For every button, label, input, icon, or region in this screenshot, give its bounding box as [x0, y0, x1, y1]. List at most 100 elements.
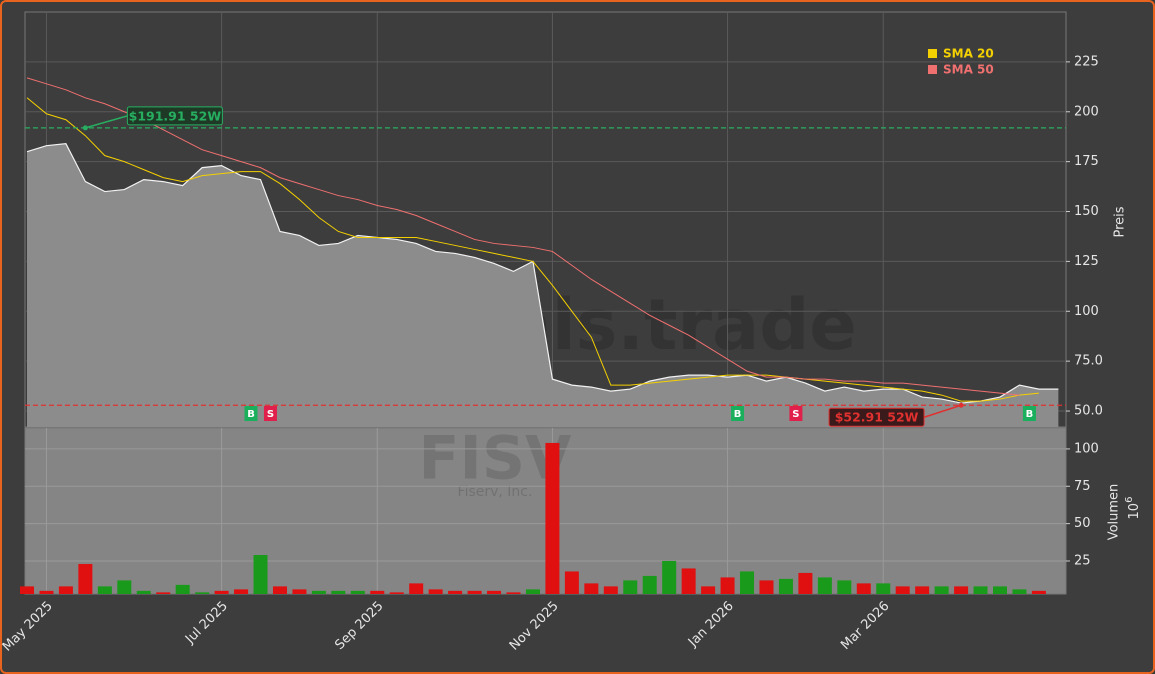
- volume-bar: [487, 590, 502, 594]
- volume-bar: [662, 560, 677, 594]
- volume-bar: [837, 580, 852, 594]
- volume-bar: [1031, 590, 1046, 594]
- volume-bar: [973, 586, 988, 594]
- x-tick-label: Mar 2026: [838, 599, 892, 653]
- volume-bar: [681, 568, 696, 594]
- volume-bar: [740, 571, 755, 594]
- y-tick-label: 75: [1074, 479, 1091, 494]
- volume-bar: [350, 590, 365, 594]
- legend-swatch: [928, 65, 937, 74]
- y-tick-label: 50.0: [1074, 404, 1103, 419]
- volume-bar: [78, 563, 93, 594]
- y-tick-label: 225: [1074, 54, 1099, 69]
- volume-bar: [798, 572, 813, 594]
- volume-bar: [253, 555, 268, 594]
- volume-bar: [234, 589, 249, 594]
- volume-bar: [603, 586, 618, 594]
- volume-bar: [759, 580, 774, 594]
- x-tick-label: Nov 2025: [507, 599, 562, 654]
- volume-bar: [292, 589, 307, 594]
- signal-box: [731, 406, 745, 421]
- signal-label: S: [792, 409, 799, 420]
- volume-bar: [331, 590, 346, 594]
- y-tick-label: 150: [1074, 204, 1099, 219]
- signal-label: B: [1026, 409, 1034, 420]
- volume-bar: [954, 586, 969, 594]
- volume-bar: [370, 590, 385, 594]
- signal-box: [1022, 406, 1036, 421]
- annotation-box: [828, 407, 925, 427]
- volume-bar: [195, 592, 210, 594]
- watermark-company: Fiserv, Inc.: [458, 484, 533, 500]
- annotation-box: [126, 106, 223, 126]
- y-axis-unit: 106: [1124, 497, 1142, 520]
- volume-bar: [20, 586, 34, 594]
- unit-base: 10: [1127, 503, 1142, 520]
- volume-bar: [856, 583, 871, 594]
- volume-bar: [175, 584, 190, 594]
- annotation-label: $52.91 52W: [835, 410, 919, 425]
- volume-bar: [934, 586, 949, 594]
- y-tick-label: 50: [1074, 516, 1091, 531]
- x-tick-label: Sep 2025: [332, 599, 386, 653]
- volume-bar: [506, 592, 521, 594]
- volume-bar: [117, 580, 132, 594]
- x-tick-label: Jul 2025: [182, 599, 231, 648]
- y-tick-label: 100: [1074, 304, 1099, 319]
- y-axis-label: Preis: [1113, 206, 1128, 237]
- unit-exp: 6: [1124, 497, 1135, 503]
- y-tick-label: 25: [1074, 553, 1091, 568]
- volume-bar: [389, 592, 404, 594]
- volume-bar: [876, 583, 891, 594]
- y-axis-label: Volumen: [1107, 484, 1122, 541]
- volume-bar: [136, 590, 151, 594]
- volume-bar: [428, 589, 443, 594]
- volume-bar: [214, 590, 229, 594]
- sma-line: [26, 77, 1020, 396]
- volume-bar: [39, 590, 54, 594]
- volume-bar: [525, 589, 540, 594]
- annotation-label: $191.91 52W: [129, 108, 222, 123]
- volume-bar: [448, 590, 463, 594]
- legend-swatch: [928, 49, 937, 58]
- volume-bar: [1012, 589, 1027, 594]
- volume-bar: [915, 586, 930, 594]
- price-line: [26, 143, 1059, 404]
- signal-box: [263, 406, 277, 421]
- volume-bar: [545, 442, 560, 594]
- volume-bar: [778, 578, 793, 594]
- y-tick-label: 100: [1074, 441, 1099, 456]
- legend-label: SMA 50: [943, 63, 994, 77]
- volume-bar: [409, 583, 424, 594]
- volume-bar: [895, 586, 910, 594]
- volume-bar: [311, 590, 326, 594]
- volume-bar: [584, 583, 599, 594]
- volume-bar: [58, 586, 73, 594]
- signal-label: B: [247, 409, 255, 420]
- price-area: [27, 143, 1059, 428]
- annotation-arrow: [85, 115, 128, 129]
- sma-line: [26, 97, 1039, 402]
- volume-bar: [272, 586, 287, 594]
- volume-bar: [623, 580, 638, 594]
- volume-bar: [156, 592, 171, 594]
- volume-bar: [720, 577, 735, 594]
- annotation-tip: [958, 402, 964, 408]
- annotation-arrow: [923, 404, 962, 418]
- volume-bar: [467, 590, 482, 594]
- x-tick-label: Jan 2026: [685, 599, 737, 651]
- signal-box: [789, 406, 803, 421]
- signal-label: S: [267, 409, 274, 420]
- y-tick-label: 125: [1074, 254, 1099, 269]
- signal-label: B: [734, 409, 742, 420]
- annotation-tip: [82, 125, 88, 131]
- signal-box: [244, 406, 258, 421]
- volume-bar: [97, 586, 112, 594]
- volume-bar: [564, 571, 579, 594]
- y-tick-label: 175: [1074, 154, 1099, 169]
- legend-label: SMA 20: [943, 47, 994, 61]
- volume-bar: [817, 577, 832, 594]
- volume-bar: [701, 586, 716, 594]
- x-tick-label: May 2025: [0, 599, 56, 655]
